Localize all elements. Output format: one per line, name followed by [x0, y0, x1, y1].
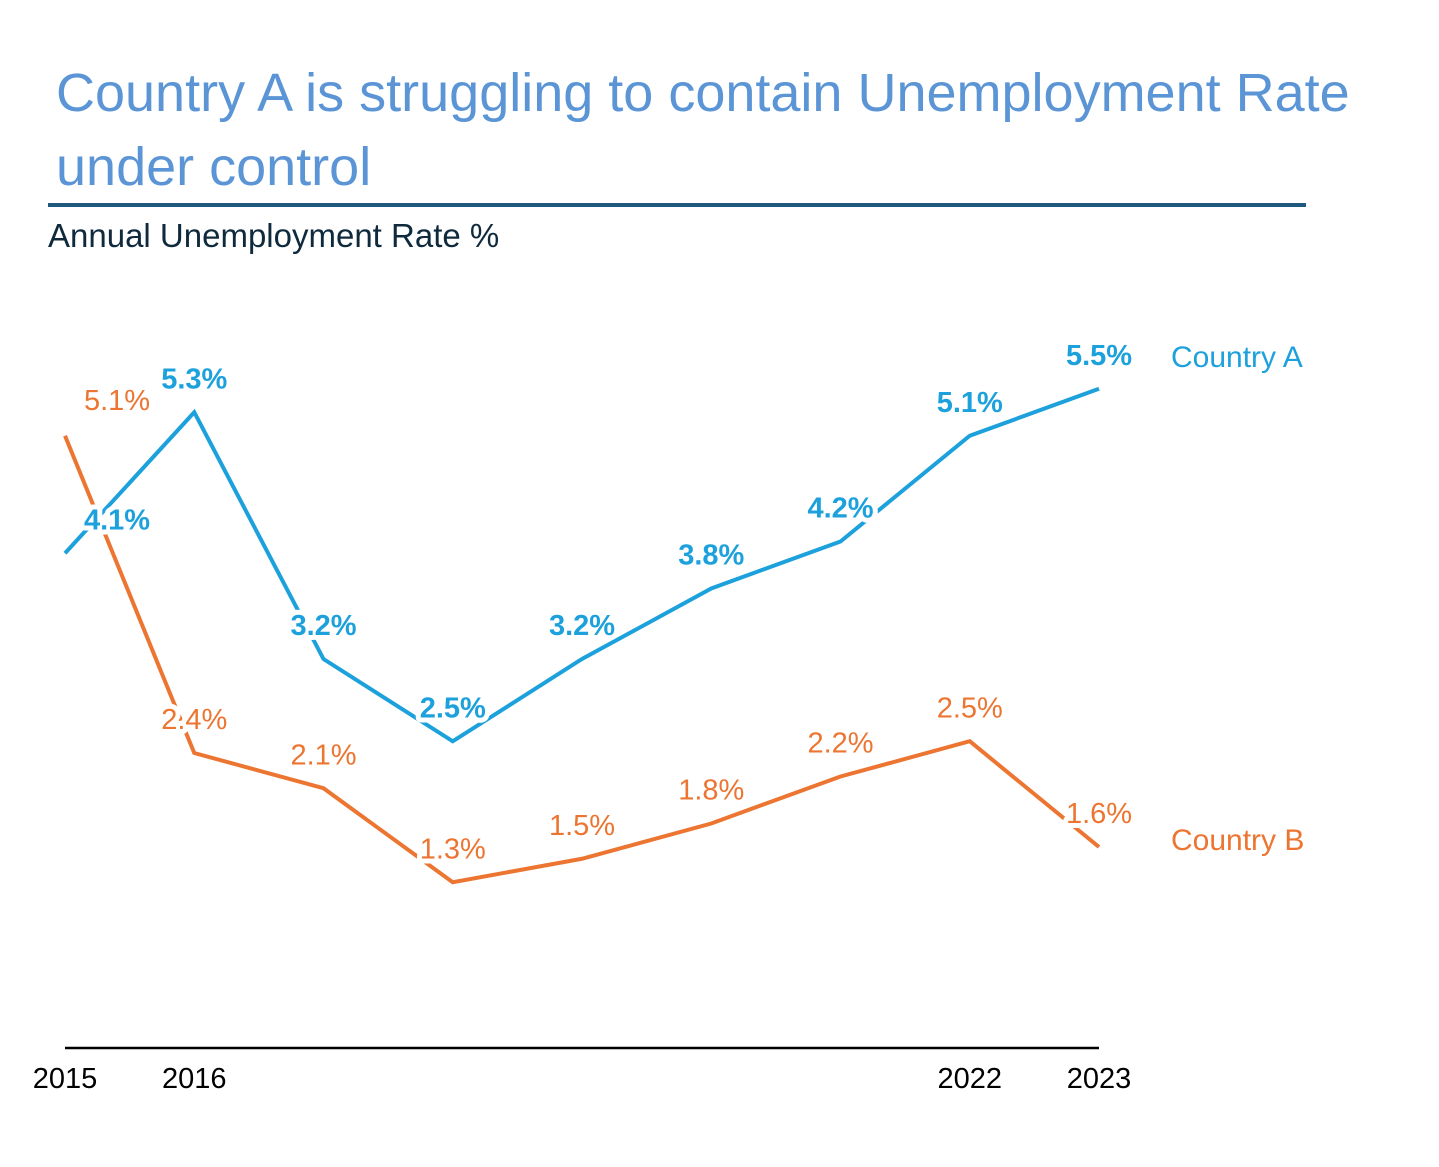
country-b-data-label: 2.4%	[161, 704, 227, 736]
x-axis: 2015 2016 2022 2023	[33, 1046, 1132, 1095]
title-divider	[48, 203, 1306, 207]
country-a-data-label-halo: 5.3%	[161, 363, 227, 395]
x-tick-label: 2015	[33, 1063, 98, 1095]
country-a-line	[63, 386, 1100, 744]
country-b-data-label: 1.6%	[1066, 798, 1132, 830]
country-b-data-label-halo: 1.6%	[1066, 798, 1132, 830]
country-a-data-label: 3.2%	[290, 610, 356, 642]
country-b-data-label: 5.1%	[84, 385, 150, 417]
country-b-data-label: 1.3%	[420, 833, 486, 865]
country-a-data-label-halo: 5.1%	[937, 387, 1003, 419]
country-b-data-label-halo: 1.3%	[420, 833, 486, 865]
country-b-legend-label: Country B	[1171, 824, 1304, 857]
country-a-data-label: 2.5%	[420, 692, 486, 724]
country-b-data-label: 1.8%	[678, 775, 744, 807]
country-b-data-label-halo: 2.2%	[807, 728, 873, 760]
country-a-data-label-halo: 5.5%	[1066, 340, 1132, 372]
country-a-data-label-halo: 3.2%	[290, 610, 356, 642]
country-b-data-label-halo: 2.5%	[937, 692, 1003, 724]
country-b-data-label: 2.1%	[290, 739, 356, 771]
country-a-data-label: 4.1%	[84, 504, 150, 536]
x-tick-label: 2023	[1067, 1063, 1132, 1095]
country-a-data-label: 3.2%	[549, 610, 615, 642]
series-legend: Country A Country B	[1171, 341, 1304, 857]
country-b-line	[63, 434, 1101, 885]
country-b-data-label-halo: 1.5%	[549, 810, 615, 842]
country-a-data-label: 5.3%	[161, 363, 227, 395]
country-b-data-label-halo: 1.8%	[678, 775, 744, 807]
country-b-data-label: 2.2%	[807, 728, 873, 760]
chart-title: Country A is struggling to contain Unemp…	[56, 63, 1350, 197]
country-a-data-label-halo: 4.2%	[807, 493, 873, 525]
country-b-data-label-halo: 2.4%	[161, 704, 227, 736]
data-labels: 4.1%4.1%5.3%5.3%3.2%3.2%2.5%2.5%3.2%3.2%…	[79, 335, 1137, 871]
country-b-data-label: 2.5%	[937, 692, 1003, 724]
country-b-data-label-halo: 2.1%	[290, 739, 356, 771]
country-a-legend-label: Country A	[1171, 341, 1303, 374]
country-a-data-label: 4.2%	[807, 493, 873, 525]
country-a-data-label-halo: 4.1%	[84, 504, 150, 536]
country-b-data-label: 1.5%	[549, 810, 615, 842]
country-a-data-label-halo: 2.5%	[420, 692, 486, 724]
x-tick-label: 2016	[162, 1063, 227, 1095]
country-a-data-label: 3.8%	[678, 540, 744, 572]
chart-subtitle: Annual Unemployment Rate %	[48, 217, 500, 254]
country-a-data-label-halo: 3.2%	[549, 610, 615, 642]
x-tick-label: 2022	[937, 1063, 1002, 1095]
country-b-data-label-halo: 5.1%	[84, 385, 150, 417]
country-a-data-label-halo: 3.8%	[678, 540, 744, 572]
series-lines	[63, 386, 1101, 885]
country-a-data-label: 5.1%	[937, 387, 1003, 419]
country-a-data-label: 5.5%	[1066, 340, 1132, 372]
